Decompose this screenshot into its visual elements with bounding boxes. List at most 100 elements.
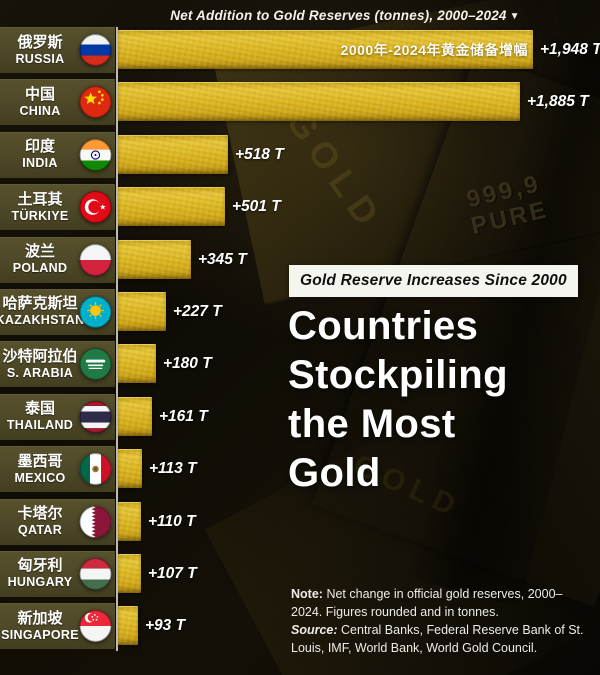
gold-bar (118, 187, 225, 227)
chart-row: 新加坡 SINGAPORE +93 T (0, 603, 600, 650)
country-name-en: MEXICO (14, 470, 66, 485)
value-label: +161 T (159, 407, 208, 425)
country-name-zh: 沙特阿拉伯 (2, 347, 78, 365)
gold-bar (118, 291, 166, 331)
country-name-en: S. ARABIA (6, 365, 74, 380)
value-label: +1,885 T (527, 93, 589, 111)
country-name-zh: 印度 (24, 138, 55, 156)
chart-row: 俄罗斯 RUSSIA 2000年-2024年黄金储备增幅 +1,948 T (0, 27, 600, 73)
gold-bar (118, 82, 520, 122)
country-name-en: CHINA (19, 103, 61, 118)
value-label: +113 T (149, 460, 197, 478)
flag-icon (79, 295, 112, 328)
value-label: +345 T (198, 250, 247, 268)
value-label: +93 T (145, 617, 186, 635)
country-labels: 匈牙利 HUNGARY (0, 551, 80, 597)
country-name-en: INDIA (22, 156, 58, 171)
footnote: Note: Net change in official gold reserv… (291, 585, 591, 657)
country-labels: 印度 INDIA (0, 132, 80, 178)
note-label: Note: (291, 587, 323, 601)
title-line: Countries (288, 304, 479, 348)
chart-row: 卡塔尔 QATAR +110 T (0, 498, 600, 545)
axis-baseline (116, 27, 118, 651)
source-label: Source: (291, 623, 338, 637)
value-label: +227 T (173, 302, 222, 320)
country-labels: 卡塔尔 QATAR (0, 499, 80, 545)
flag-icon (79, 86, 112, 119)
flag-icon (79, 191, 112, 224)
flag-icon (79, 400, 112, 433)
chart-row: 中国 CHINA +1,885 T (0, 79, 600, 126)
country-labels: 土耳其 TÜRKIYE (0, 184, 80, 230)
gold-bar (118, 606, 138, 646)
gold-bar (118, 396, 152, 436)
chart-title: Net Addition to Gold Reserves (tonnes), … (170, 8, 507, 23)
country-name-zh: 匈牙利 (17, 557, 63, 575)
country-labels: 沙特阿拉伯 S. ARABIA (0, 341, 80, 387)
country-labels: 泰国 THAILAND (0, 394, 80, 440)
chart-row: 墨西哥 MEXICO +113 T (0, 446, 600, 493)
flag-icon (79, 610, 112, 643)
page-title: Countries Stockpiling the Most Gold (288, 302, 508, 498)
flag-icon (79, 243, 112, 276)
country-labels: 波兰 POLAND (0, 237, 80, 283)
country-name-en: QATAR (17, 523, 63, 538)
title-line: Stockpiling (288, 353, 508, 397)
country-name-zh: 哈萨克斯坦 (2, 295, 78, 313)
gold-bar (118, 239, 191, 279)
country-name-zh: 墨西哥 (17, 452, 63, 470)
chart-row: 匈牙利 HUNGARY +107 T (0, 550, 600, 597)
country-name-zh: 泰国 (24, 400, 55, 418)
gold-bar (118, 134, 228, 174)
title-line: the Most (288, 402, 456, 446)
value-label: +110 T (148, 512, 196, 530)
footnote-source: Source: Central Banks, Federal Reserve B… (291, 621, 591, 657)
country-labels: 墨西哥 MEXICO (0, 446, 80, 492)
country-name-zh: 中国 (24, 85, 55, 103)
gold-bar: 2000年-2024年黄金储备增幅 (118, 30, 533, 69)
kicker-badge: Gold Reserve Increases Since 2000 (289, 265, 578, 297)
flag-icon (79, 557, 112, 590)
country-name-en: HUNGARY (7, 575, 73, 590)
sort-indicator-icon: ▼ (509, 11, 520, 22)
chart-row: 泰国 THAILAND +161 T (0, 393, 600, 440)
flag-icon (79, 453, 112, 486)
country-name-zh: 俄罗斯 (17, 33, 63, 51)
country-name-en: THAILAND (6, 418, 74, 433)
value-label: +1,948 T (540, 41, 600, 58)
flag-icon (79, 138, 112, 171)
value-label: +501 T (232, 198, 281, 216)
country-labels: 俄罗斯 RUSSIA (0, 27, 80, 73)
bar-caption: 2000年-2024年黄金储备增幅 (340, 41, 528, 58)
note-text: Net change in official gold reserves, 20… (291, 587, 563, 619)
country-name-en: KAZAKHSTAN (0, 313, 85, 328)
country-name-zh: 新加坡 (17, 609, 63, 627)
bar-chart: 俄罗斯 RUSSIA 2000年-2024年黄金储备增幅 +1,948 T 中国… (0, 27, 600, 650)
gold-bar (118, 553, 141, 593)
country-name-en: POLAND (12, 261, 68, 276)
chart-header: Net Addition to Gold Reserves (tonnes), … (110, 8, 580, 23)
value-label: +180 T (163, 355, 212, 373)
country-labels: 中国 CHINA (0, 79, 80, 125)
flag-icon (79, 348, 112, 381)
country-name-en: SINGAPORE (1, 627, 79, 642)
country-name-en: RUSSIA (15, 51, 65, 66)
source-text: Central Banks, Federal Reserve Bank of S… (291, 623, 584, 655)
flag-icon (79, 505, 112, 538)
country-labels: 新加坡 SINGAPORE (0, 603, 80, 649)
gold-bar (118, 344, 156, 384)
value-label: +107 T (148, 564, 197, 582)
chart-row: 印度 INDIA +518 T (0, 131, 600, 178)
country-labels: 哈萨克斯坦 KAZAKHSTAN (0, 289, 84, 335)
gold-bar (118, 449, 142, 489)
chart-row: 沙特阿拉伯 S. ARABIA +180 T (0, 341, 600, 388)
chart-row: 土耳其 TÜRKIYE +501 T (0, 184, 600, 231)
country-name-zh: 卡塔尔 (17, 505, 63, 523)
country-name-zh: 波兰 (24, 243, 55, 261)
country-name-en: TÜRKIYE (11, 208, 69, 223)
country-name-zh: 土耳其 (17, 190, 63, 208)
chart-row: 波兰 POLAND +345 T (0, 236, 600, 283)
flag-icon (79, 34, 112, 67)
footnote-note: Note: Net change in official gold reserv… (291, 585, 591, 621)
